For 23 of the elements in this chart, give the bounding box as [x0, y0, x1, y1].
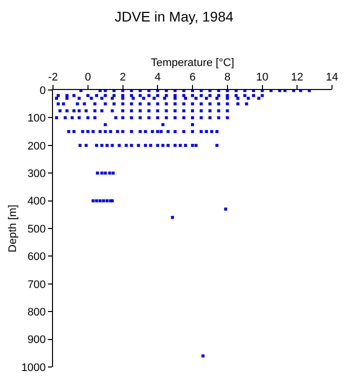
x-tick-label: 12 [291, 72, 304, 84]
y-axis-title: Depth [m] [6, 204, 19, 252]
x-tick-label: 8 [224, 72, 230, 84]
x-tick-label: 0 [84, 72, 91, 84]
x-tick-label: -2 [48, 72, 58, 84]
y-tick-label: 300 [27, 168, 46, 180]
y-tick-label: 1000 [21, 362, 46, 374]
x-tick-label: 6 [189, 72, 196, 84]
y-tick-label: 0 [40, 84, 46, 97]
y-tick-label: 700 [27, 278, 46, 291]
y-tick-label: 800 [27, 306, 46, 318]
y-tick-label: 600 [27, 251, 46, 264]
x-axis-title: Temperature [°C] [150, 57, 234, 70]
y-tick-label: 200 [27, 140, 46, 152]
y-tick-label: 500 [27, 223, 46, 236]
y-tick-label: 400 [27, 196, 46, 208]
x-tick-label: 10 [256, 72, 268, 84]
x-tick-label: 2 [120, 72, 126, 84]
y-tick-label: 100 [27, 112, 46, 125]
chart-title: JDVE in May, 1984 [114, 8, 234, 24]
x-tick-label: 4 [154, 72, 161, 84]
y-tick-label: 900 [27, 334, 46, 346]
x-tick-label: 14 [326, 72, 338, 84]
